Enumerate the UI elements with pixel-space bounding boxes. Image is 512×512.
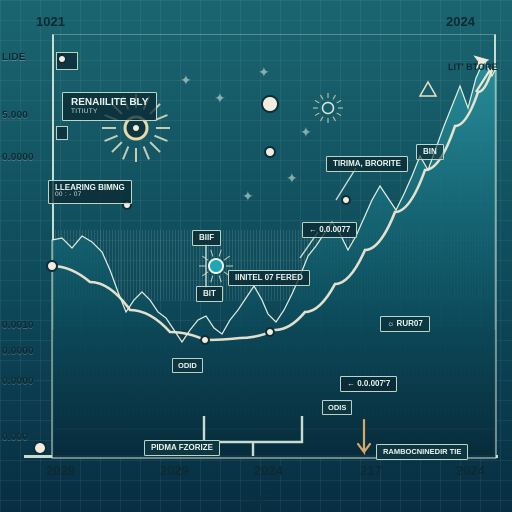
x-axis-label: 2029 — [46, 463, 75, 478]
x-axis-label: 2029 — [160, 463, 189, 478]
callout-label: RAMBOCNINEDIR TIE — [376, 444, 468, 460]
callout-label: TIRIMA, BRORITE — [326, 156, 408, 172]
marker-dot — [343, 197, 349, 203]
callout-label: LLEARING BIMNG00 : - 07 — [48, 180, 132, 204]
floor-tag: ODIS — [322, 400, 352, 415]
callout-label: RENAIILITE BLYTITIUTY — [62, 92, 157, 121]
x-axis-title: TIME — [0, 494, 512, 506]
y-axis-label: 0.0000 — [2, 376, 34, 387]
marker-dot — [263, 97, 277, 111]
x-axis-label: 217 — [360, 463, 382, 478]
y-axis-label: 0.000 — [2, 432, 28, 443]
callout-label: BIT — [196, 286, 223, 302]
floor-tag: ODID — [172, 358, 203, 373]
callout-label: BIN — [416, 144, 444, 160]
callout-label: ← 0.0.007'7 — [340, 376, 397, 392]
y-axis-label: 0.0000 — [2, 346, 34, 357]
y-axis-label: LIDE — [2, 52, 26, 63]
callout-label: ☼ RUR07 — [380, 316, 430, 332]
y-axis-label: 5.000 — [2, 110, 28, 121]
callout-label: LIT' BTORE — [442, 60, 503, 75]
stub-box — [56, 126, 68, 140]
marker-dot — [35, 443, 45, 453]
y-axis-label: 0.0000 — [2, 152, 34, 163]
x-axis-label: 2024 — [254, 463, 283, 478]
callout-label: ← 0.0.0077 — [302, 222, 357, 238]
callout-label: BIIF — [192, 230, 221, 246]
callout-label: IINITEL 07 FERED — [228, 270, 310, 286]
chart-svg — [0, 0, 512, 512]
marker-dot — [266, 148, 274, 156]
marker-dot — [59, 56, 65, 62]
callout-label: PIDMA FZORIZE — [144, 440, 220, 456]
y-axis-label: 0.0010 — [2, 320, 34, 331]
x-axis-label: 2024 — [456, 463, 485, 478]
